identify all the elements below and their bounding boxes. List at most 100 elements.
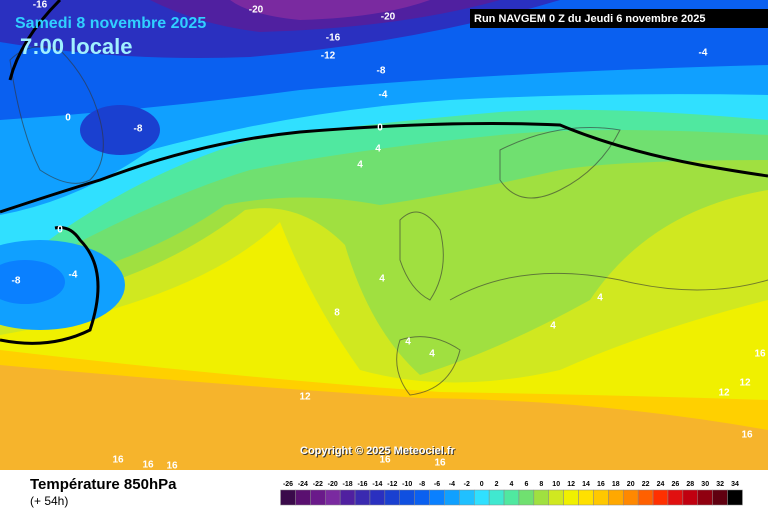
contour-labels: -16 -20 -20 -16 -12 -8 -4 -8 0 4 4 0 0 -4 -8 4 8 4 4 4 4 12 16… [12,0,766,472]
legend-swatch [578,489,594,506]
contour-label: 0 [377,123,383,134]
legend-tick-label: -20 [328,481,338,488]
contour-label: 12 [739,378,751,389]
contour-label: 4 [429,349,435,360]
contour-label: -4 [69,270,78,281]
isotherm-line [0,122,768,214]
legend-swatch [652,489,669,506]
legend-swatch [488,489,505,506]
contour-label: -20 [381,12,396,23]
legend-swatch [548,489,564,506]
legend-swatch [697,489,713,506]
legend-swatch [712,489,728,506]
contour-label: -4 [379,90,388,101]
contour-label: -8 [377,66,386,77]
legend-swatch [429,489,445,506]
zero-isotherm [0,0,768,345]
legend-swatch [339,489,356,506]
contour-label: 4 [597,293,603,304]
legend-tick-label: 22 [642,481,650,488]
legend-tick-label: -10 [402,481,412,488]
legend-tick-label: 6 [524,481,528,488]
legend-tick-label: 16 [597,481,605,488]
legend-swatch [444,489,460,506]
legend-swatch [369,489,386,506]
contour-label: 4 [550,321,556,332]
legend-tick-label: 18 [612,481,620,488]
map-date: Samedi 8 novembre 2025 [15,15,206,32]
field-band [230,0,430,20]
legend-swatch [503,489,520,506]
legend-swatch [280,489,296,506]
contour-label: 4 [379,274,385,285]
contour-label: 4 [405,337,411,348]
contour-label: 12 [718,388,730,399]
contour-label: 16 [142,460,154,471]
temperature-field [0,0,768,470]
legend-swatch [295,489,311,506]
legend-tick-label: -14 [372,481,382,488]
contour-label: -16 [33,0,48,11]
map-time: 7:00 locale [20,34,133,59]
legend-tick-label: -8 [419,481,425,488]
contour-label: 16 [112,455,124,466]
contour-label: -8 [134,124,143,135]
contour-label: 12 [299,392,311,403]
legend-tick-label: -12 [387,481,397,488]
legend-tick-label: 10 [552,481,560,488]
legend-tick-label: -22 [313,481,323,488]
legend-swatch [518,489,535,506]
legend-swatch [637,489,654,506]
legend-tick-label: 0 [480,481,484,488]
copyright-shadow: Copyright © 2025 Meteociel.fr [301,446,457,458]
legend-tick-label: 14 [582,481,590,488]
field-band [0,260,65,304]
legend-tick-label: 12 [567,481,575,488]
legend-swatch [593,489,609,506]
legend-tick-label: 24 [657,481,665,488]
contour-label: 16 [741,430,753,441]
contour-label: -20 [249,5,264,16]
legend-tick-label: 20 [627,481,635,488]
legend-tick-label: 2 [495,481,499,488]
run-box [470,9,768,28]
legend-tick-label: -6 [434,481,440,488]
legend-swatch [414,489,430,506]
contour-label: 4 [357,160,363,171]
coastlines [9,46,768,396]
contour-label: 4 [375,144,381,155]
legend-swatch [354,489,371,506]
legend-tick-label: 28 [686,481,694,488]
legend-swatch [608,489,624,506]
contour-label: -12 [321,51,336,62]
contour-label: 0 [57,225,63,236]
field-band [80,105,160,155]
legend-swatch [727,489,743,506]
legend-swatch [533,489,549,506]
contour-label: 16 [379,455,391,466]
legend-swatch [399,489,415,506]
legend-tick-label: 34 [731,481,739,488]
greenland [9,46,104,184]
legend-swatch [563,489,579,506]
contour-label: 8 [334,308,340,319]
contour-label: 16 [434,458,446,469]
contour-label: -16 [326,33,341,44]
contour-label: -8 [12,276,21,287]
isotherm-line [0,0,100,345]
legend-swatch [459,489,475,506]
legend-tick-label: 32 [716,481,724,488]
legend-tick-label: 4 [510,481,514,488]
contour-label: 0 [65,113,71,124]
footer-subtitle: (+ 54h) [30,494,68,508]
legend-tick-label: 8 [539,481,543,488]
legend-swatch [667,489,684,506]
legend-tick-label: -16 [357,481,367,488]
contour-label: 16 [166,461,178,472]
legend-swatch [623,489,639,506]
legend-tick-label: -26 [283,481,293,488]
legend-swatch [325,489,341,506]
legend-swatch [384,489,401,506]
legend-tick-label: 26 [672,481,680,488]
